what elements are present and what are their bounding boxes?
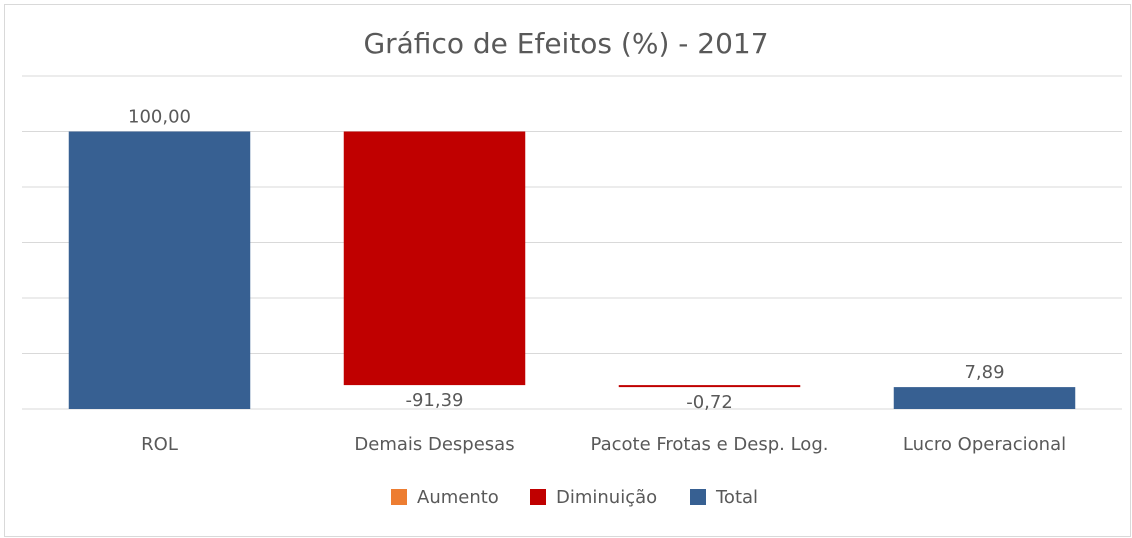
bar xyxy=(343,131,526,386)
x-tick-label: Demais Despesas xyxy=(354,434,514,455)
x-tick-label: ROL xyxy=(141,434,178,455)
legend-label: Aumento xyxy=(417,487,499,508)
chart-title: Gráfico de Efeitos (%) - 2017 xyxy=(363,27,768,60)
value-label: 7,89 xyxy=(964,362,1004,383)
value-label: -0,72 xyxy=(686,392,733,413)
bar xyxy=(618,385,801,388)
value-label: -91,39 xyxy=(405,390,463,411)
legend-swatch xyxy=(690,489,706,505)
value-label: 100,00 xyxy=(128,107,191,128)
x-tick-label: Lucro Operacional xyxy=(903,434,1066,455)
x-tick-label: Pacote Frotas e Desp. Log. xyxy=(591,434,829,455)
bar xyxy=(68,131,251,409)
legend-label: Diminuição xyxy=(556,487,657,508)
legend-swatch xyxy=(391,489,407,505)
legend-label: Total xyxy=(715,487,758,508)
bar xyxy=(893,387,1076,409)
legend-swatch xyxy=(530,489,546,505)
